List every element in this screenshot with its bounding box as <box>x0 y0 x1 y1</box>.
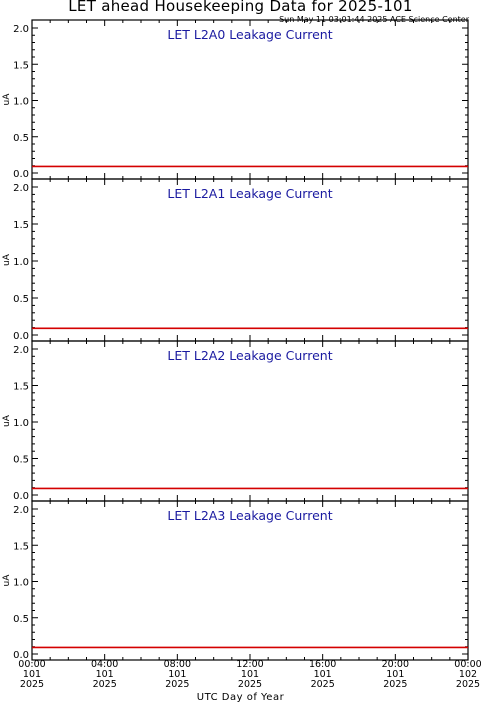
panel-3-ytick-label: 0.0 <box>13 650 29 661</box>
x-tick-label: 2025 <box>311 679 335 690</box>
figure-title: LET ahead Housekeeping Data for 2025-101 <box>68 0 413 15</box>
panel-0-ytick-label: 2.0 <box>13 24 29 35</box>
panel-0-frame <box>31 19 469 180</box>
panel-1-ytick-label: 2.0 <box>13 183 29 194</box>
x-tick-label: 08:00 <box>164 659 191 670</box>
panel-3-ytick-label: 1.5 <box>13 541 29 552</box>
panel-0-ytick-label: 1.5 <box>13 60 29 71</box>
panel-2-ytick-label: 0.0 <box>13 491 29 502</box>
x-tick-label: 20:00 <box>382 659 409 670</box>
panel-1-title: LET L2A1 Leakage Current <box>167 186 332 201</box>
panel-1-frame <box>31 178 469 342</box>
panel-3-ytick-label: 0.5 <box>13 614 29 625</box>
panel-3-ytick-label: 1.0 <box>13 578 29 589</box>
x-tick-label: 00:00 <box>18 659 45 670</box>
panel-3-ylabel: uA <box>2 574 12 587</box>
panel-0-ytick-label: 0.5 <box>13 133 29 144</box>
panel-2-ytick-label: 1.5 <box>13 382 29 393</box>
x-tick-label: 101 <box>241 669 259 680</box>
x-tick-label: 2025 <box>238 679 262 690</box>
x-tick-label: 12:00 <box>236 659 263 670</box>
panel-0-title: LET L2A0 Leakage Current <box>167 27 332 42</box>
x-tick-label: 04:00 <box>91 659 118 670</box>
panel-2-ylabel: uA <box>2 414 12 427</box>
x-tick-label: 2025 <box>20 679 44 690</box>
x-tick-label: 101 <box>314 669 332 680</box>
panel-1-ytick-label: 1.0 <box>13 257 29 268</box>
panel-2-title: LET L2A2 Leakage Current <box>167 348 332 363</box>
panel-1-ytick-label: 1.5 <box>13 220 29 231</box>
x-tick-label: 2025 <box>165 679 189 690</box>
panel-0-ylabel: uA <box>2 93 12 106</box>
panel-2-ytick-label: 0.5 <box>13 455 29 466</box>
x-tick-label: 101 <box>386 669 404 680</box>
x-tick-label: 00:00 <box>454 659 481 670</box>
x-tick-label: 101 <box>23 669 41 680</box>
x-tick-label: 2025 <box>456 679 480 690</box>
panel-2-frame <box>31 340 469 502</box>
panel-1-ylabel: uA <box>2 253 12 266</box>
x-tick-label: 2025 <box>383 679 407 690</box>
panel-1-ytick-label: 0.5 <box>13 294 29 305</box>
panel-0-ytick-label: 1.0 <box>13 97 29 108</box>
panel-3-ytick-label: 2.0 <box>13 505 29 516</box>
x-tick-label: 102 <box>459 669 477 680</box>
panel-1-ytick-label: 0.0 <box>13 331 29 342</box>
x-axis-label: UTC Day of Year <box>196 692 285 703</box>
x-tick-label: 16:00 <box>309 659 336 670</box>
panel-2-ytick-label: 2.0 <box>13 345 29 356</box>
x-tick-label: 101 <box>168 669 186 680</box>
panel-3-title: LET L2A3 Leakage Current <box>167 508 332 523</box>
panel-3-frame <box>31 500 469 661</box>
panel-2-ytick-label: 1.0 <box>13 418 29 429</box>
panel-0-ytick-label: 0.0 <box>13 169 29 180</box>
x-tick-label: 101 <box>96 669 114 680</box>
x-tick-label: 2025 <box>93 679 117 690</box>
